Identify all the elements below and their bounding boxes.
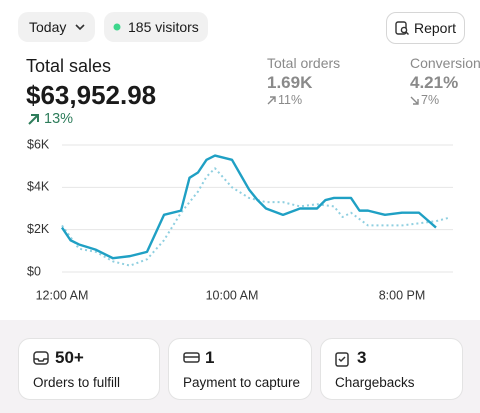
card-label: Payment to capture (183, 375, 301, 390)
report-button[interactable]: Report (386, 12, 465, 44)
card-value: 3 (357, 348, 367, 367)
card[interactable]: 1 Payment to capture (168, 338, 312, 400)
metric-change: 7% (421, 93, 440, 107)
series-line (61, 154, 437, 260)
card-value: 50+ (55, 348, 84, 367)
up-arrow (28, 114, 39, 125)
metric-value: $63,952.98 (26, 80, 157, 110)
x-tick-label: 12:00 AM (36, 288, 89, 302)
metric-change: 13% (44, 111, 74, 127)
metric-value: 4.21% (410, 73, 459, 92)
metric-label: Conversion (410, 55, 480, 71)
live-dot (113, 23, 121, 31)
down-arrow (410, 96, 419, 105)
sales-chart: $0 $2K $4K $6K 12:00 AM 10:00 AM 8:00 PM (27, 137, 453, 302)
y-tick-label: $6K (27, 137, 50, 151)
metric-label: Total orders (267, 55, 341, 71)
card-label: Chargebacks (335, 375, 415, 390)
report-icon (395, 21, 409, 35)
card[interactable]: 50+ Orders to fulfill (18, 338, 160, 400)
metric-change: 11% (278, 93, 303, 107)
inbox-icon (33, 351, 49, 365)
payment-icon (183, 352, 200, 363)
chevron-icon (75, 24, 85, 31)
card-label: Orders to fulfill (33, 375, 121, 390)
card-value: 1 (205, 348, 215, 367)
series-line (61, 167, 449, 267)
x-tick-label: 10:00 AM (206, 288, 259, 302)
metric-label: Total sales (26, 56, 112, 76)
metric-value: 1.69K (267, 73, 313, 92)
report-label: Report (414, 20, 457, 36)
y-tick-label: $2K (27, 222, 50, 236)
x-tick-label: 8:00 PM (379, 288, 426, 302)
card[interactable]: 3 Chargebacks (320, 338, 463, 400)
period-dropdown[interactable]: Today (18, 12, 95, 42)
period-label: Today (29, 19, 67, 35)
y-tick-label: $4K (27, 180, 50, 194)
clipboard-icon (335, 352, 349, 367)
up-arrow (267, 96, 276, 105)
visitors-pill[interactable]: 185 visitors (104, 12, 208, 42)
y-tick-label: $0 (27, 264, 41, 278)
visitors-label: 185 visitors (128, 19, 199, 35)
